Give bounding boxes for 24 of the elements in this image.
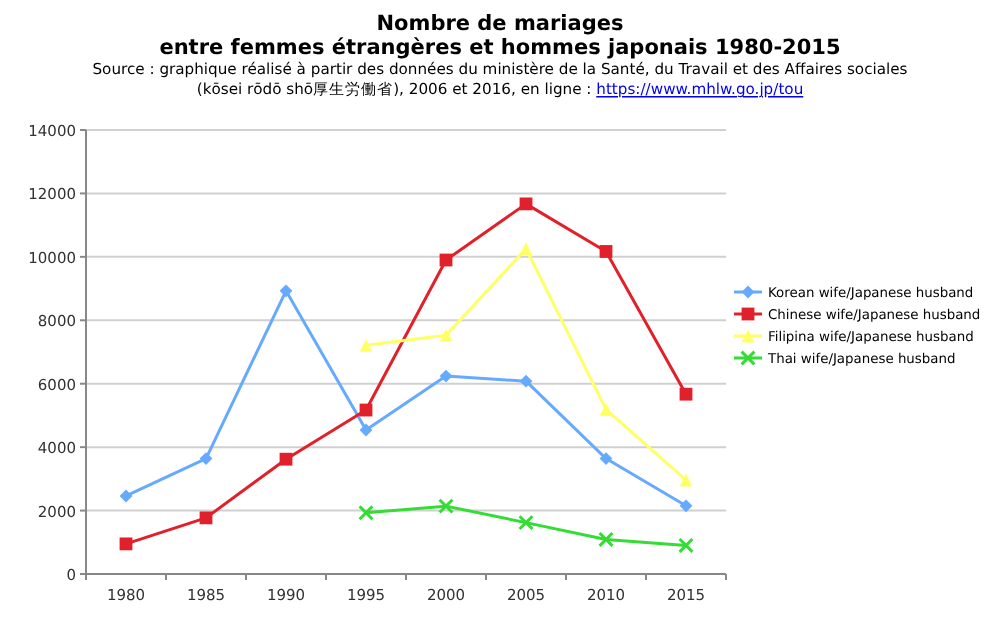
point [119, 489, 133, 503]
point [678, 537, 694, 554]
point [598, 531, 614, 548]
point [519, 374, 533, 388]
point [519, 197, 533, 211]
point [679, 499, 693, 513]
point [119, 537, 133, 551]
point [199, 511, 213, 525]
point [439, 328, 453, 342]
point [518, 514, 534, 531]
point [359, 423, 373, 437]
point [279, 452, 293, 466]
point [599, 245, 613, 258]
point [439, 369, 453, 383]
point [358, 504, 374, 521]
point [679, 473, 693, 487]
point [519, 242, 533, 256]
point [359, 338, 373, 352]
point [438, 498, 454, 515]
title: entre femmes étrangères et hommes japonais 1980-2015 [159, 36, 841, 60]
point [279, 284, 293, 298]
title: Nombre de mariages [376, 12, 624, 36]
point [599, 403, 613, 416]
point [679, 387, 693, 401]
